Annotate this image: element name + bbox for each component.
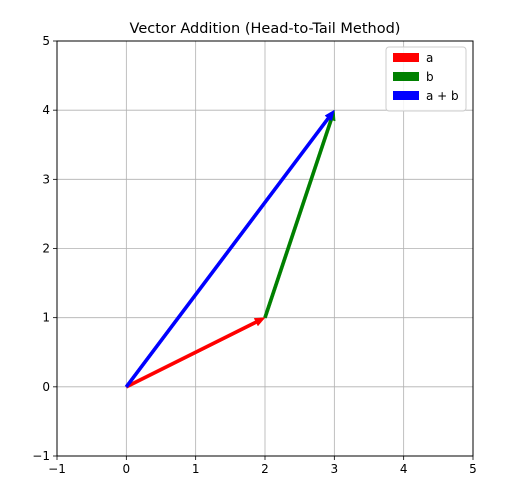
y-tick-label: 0 — [42, 380, 50, 394]
legend: ab a + b — [385, 46, 467, 112]
x-tick-label: 4 — [400, 462, 408, 476]
chart-title: Vector Addition (Head-to-Tail Method) — [130, 21, 401, 37]
legend-label: b — [426, 70, 434, 84]
ticks: −1 0 1 2 3 4 5 −1 0 1 2 3 4 5 — [32, 34, 477, 476]
y-tick-label: 4 — [42, 103, 50, 117]
legend-label: a — [426, 51, 433, 65]
x-tick-label: 3 — [331, 462, 339, 476]
x-tick-label: 5 — [469, 462, 477, 476]
x-tick-label: −1 — [48, 462, 66, 476]
legend-swatch — [393, 72, 419, 81]
vector-a-arrow — [125, 317, 266, 389]
x-tick-label: 0 — [123, 462, 131, 476]
y-tick-label: 1 — [42, 311, 50, 325]
legend-label: a + b — [426, 89, 459, 103]
y-tick-label: −1 — [32, 449, 50, 463]
vector-b-arrow — [263, 109, 336, 319]
y-tick-label: 3 — [42, 172, 50, 186]
vector-a-b-arrow — [124, 109, 335, 389]
x-tick-label: 1 — [192, 462, 200, 476]
vectors — [124, 109, 336, 389]
x-tick-label: 2 — [261, 462, 269, 476]
y-tick-label: 5 — [42, 34, 50, 48]
legend-swatch — [393, 53, 419, 62]
y-tick-label: 2 — [42, 242, 50, 256]
legend-swatch — [393, 91, 419, 100]
